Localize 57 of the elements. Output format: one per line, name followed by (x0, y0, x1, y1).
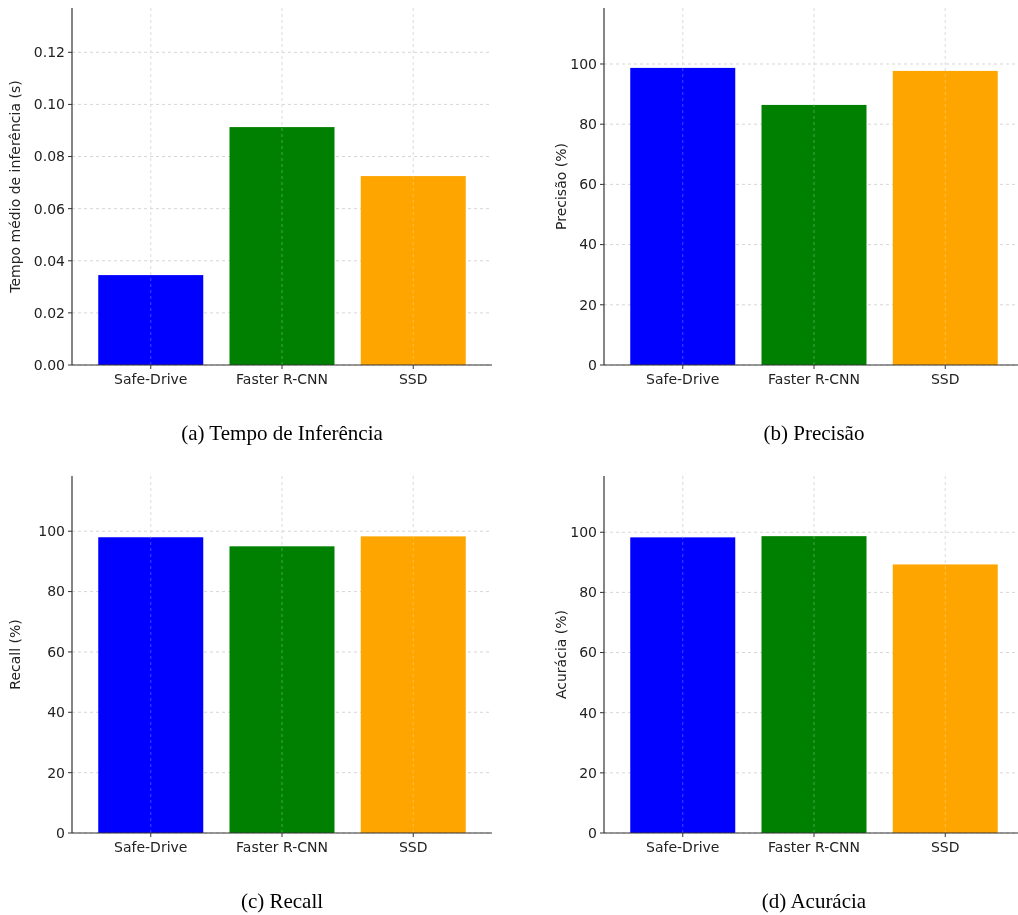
y-tick-label: 100 (570, 524, 597, 541)
x-tick-label: SSD (398, 371, 428, 387)
y-tick-label: 0.08 (33, 148, 65, 165)
y-tick-label: 0 (56, 824, 65, 841)
y-tick-label: 100 (38, 523, 65, 540)
bar (229, 546, 335, 833)
y-tick-label: 20 (579, 764, 597, 781)
x-tick-label: Safe-Drive (114, 839, 188, 855)
bar (761, 104, 867, 365)
x-tick-label: Faster R-CNN (236, 839, 328, 855)
bar (761, 536, 867, 833)
y-tick-label: 80 (47, 583, 65, 600)
bar (360, 176, 466, 365)
y-tick-label: 100 (570, 55, 597, 72)
x-tick-label: Safe-Drive (646, 371, 720, 387)
y-tick-label: 0.06 (33, 200, 66, 217)
y-tick-label: 40 (579, 704, 597, 721)
y-tick-label: 0.04 (33, 252, 66, 269)
y-axis-title: Recall (%) (7, 619, 23, 690)
bar (892, 564, 998, 833)
y-tick-label: 80 (579, 116, 597, 133)
text: (c) Recall (240, 889, 324, 913)
y-tick-label: 0 (588, 824, 597, 841)
bar (360, 536, 466, 833)
y-tick-label: 20 (47, 764, 65, 781)
text: (b) Precisão (763, 421, 865, 445)
y-tick-label: 60 (579, 644, 597, 661)
x-tick-label: Faster R-CNN (768, 371, 860, 387)
y-tick-label: 40 (47, 704, 65, 721)
x-tick-label: Safe-Drive (646, 839, 720, 855)
text: (d) Acurácia (761, 889, 867, 913)
y-tick-label: 0.12 (33, 44, 65, 61)
x-tick-label: SSD (398, 839, 428, 855)
x-tick-label: Faster R-CNN (236, 371, 328, 387)
y-tick-label: 80 (579, 584, 597, 601)
y-tick-label: 20 (579, 296, 597, 313)
y-tick-label: 0.02 (33, 304, 65, 321)
bar (229, 127, 335, 365)
y-tick-label: 0.10 (33, 96, 65, 113)
bar (892, 70, 998, 365)
x-tick-label: SSD (930, 839, 960, 855)
x-tick-label: Faster R-CNN (768, 839, 860, 855)
y-axis-title: Tempo médio de inferência (s) (7, 80, 23, 294)
bar (630, 67, 736, 365)
bar (98, 275, 204, 365)
x-tick-label: SSD (930, 371, 960, 387)
x-tick-label: Safe-Drive (114, 371, 188, 387)
y-tick-label: 60 (579, 176, 597, 193)
y-tick-label: 60 (47, 643, 65, 660)
y-axis-title: Acurácia (%) (553, 609, 569, 700)
y-tick-label: 0 (588, 356, 597, 373)
text: (a) Tempo de Inferência (181, 421, 384, 445)
y-tick-label: 40 (579, 236, 597, 253)
y-tick-label: 0.00 (33, 356, 65, 373)
bar (98, 537, 204, 833)
bar (630, 537, 736, 833)
y-axis-title: Precisão (%) (553, 143, 569, 230)
